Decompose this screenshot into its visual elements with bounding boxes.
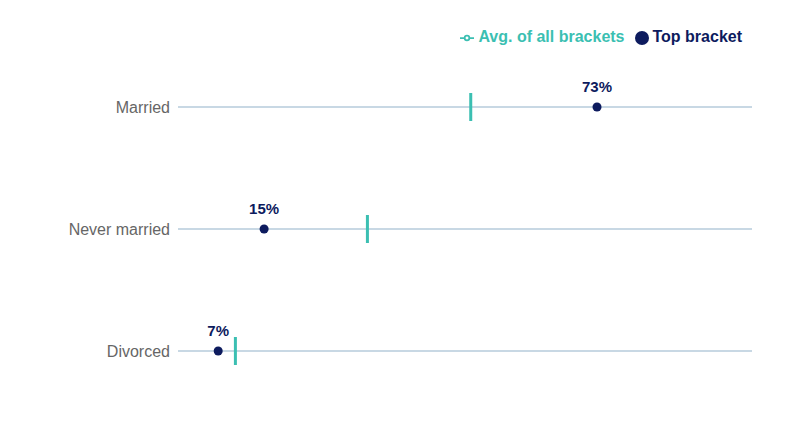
svg-text:7%: 7% xyxy=(207,322,229,339)
svg-text:Never married: Never married xyxy=(69,221,170,238)
svg-text:73%: 73% xyxy=(582,78,612,95)
svg-text:Married: Married xyxy=(116,99,170,116)
html-text:Top bracket: Top bracket xyxy=(652,28,742,45)
html-text:Avg. of all brackets: Avg. of all brackets xyxy=(478,28,625,45)
svg-text:Divorced: Divorced xyxy=(107,343,170,360)
svg-text:15%: 15% xyxy=(249,200,279,217)
